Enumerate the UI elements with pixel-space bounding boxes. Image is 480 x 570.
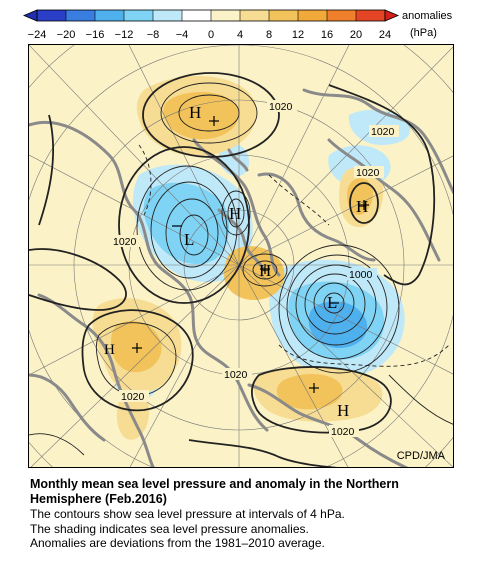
colorbar-tick-label: −12 [115, 29, 134, 41]
caption-title-line2: Hemisphere (Feb.2016) [30, 492, 167, 506]
colorbar-ticks: −24 −20 −16 −12 −8 −4 0 4 8 12 16 20 24 [28, 10, 391, 41]
colorbar-cell [182, 10, 211, 21]
contour-label: 1020 [113, 236, 137, 248]
colorbar-tick-label: 4 [237, 29, 243, 41]
colorbar-tick-label: −16 [86, 29, 105, 41]
caption-title-line1: Monthly mean sea level pressure and anom… [30, 477, 399, 491]
colorbar-tick-label: 24 [379, 29, 391, 41]
high-center-label: H [104, 342, 115, 358]
map-canvas: H H H H H L L H 1020 1020 1020 [29, 45, 453, 467]
colorbar-tick-label: −4 [176, 29, 189, 41]
contour-label: 1020 [224, 369, 248, 381]
colorbar-left-arrow [22, 9, 38, 22]
colorbar-cell [211, 10, 240, 21]
colorbar-tick-label: −24 [28, 29, 47, 41]
caption-line: The contours show sea level pressure at … [30, 507, 345, 521]
colorbar-cell [153, 10, 182, 21]
high-center-label: H [229, 204, 241, 223]
pressure-contours [29, 72, 453, 467]
contour-label: 1020 [356, 167, 380, 179]
sea-level-pressure-map: H H H H H L L H 1020 1020 1020 [28, 44, 454, 468]
colorbar-tick-label: 8 [266, 29, 272, 41]
low-center-label: L [184, 230, 194, 249]
colorbar-cell [37, 10, 66, 21]
caption-line: Anomalies are deviations from the 1981–2… [30, 536, 325, 550]
positive-anomaly-areas [92, 76, 384, 440]
colorbar-tick-label: −8 [147, 29, 160, 41]
coastlines [29, 88, 453, 467]
colorbar-cells [37, 10, 385, 21]
credit-label: CPD/JMA [396, 450, 445, 462]
legend-unit: (hPa) [410, 27, 437, 39]
contour-value-labels: 1020 1020 1020 1020 1020 1020 1020 1000 [111, 100, 399, 438]
contour-label: 1020 [331, 426, 355, 438]
legend-title: anomalies [402, 10, 453, 22]
colorbar-cell [356, 10, 385, 21]
colorbar-cell [66, 10, 95, 21]
colorbar-cell [124, 10, 153, 21]
anomaly-colorbar: −24 −20 −16 −12 −8 −4 0 4 8 12 16 20 24 anomalies (h… [22, 9, 453, 41]
contour-label: 1000 [349, 269, 373, 281]
colorbar-cell [298, 10, 327, 21]
colorbar-tick-label: 12 [292, 29, 304, 41]
contour-label: 1020 [371, 126, 395, 138]
colorbar-cell [240, 10, 269, 21]
colorbar-tick-label: 20 [350, 29, 362, 41]
high-center-label: H [337, 401, 349, 420]
figure-caption: Monthly mean sea level pressure and anom… [30, 477, 470, 551]
colorbar-cell [327, 10, 356, 21]
high-center-label: H [356, 197, 368, 216]
high-center-label: H [189, 103, 201, 122]
colorbar-right-arrow [384, 9, 400, 22]
colorbar-tick-label: 16 [321, 29, 333, 41]
colorbar-tick-label: −20 [57, 29, 76, 41]
caption-line: The shading indicates sea level pressure… [30, 521, 309, 536]
colorbar-cell [95, 10, 124, 21]
contour-label: 1020 [269, 101, 293, 113]
colorbar-cell [269, 10, 298, 21]
colorbar-tick-label: 0 [208, 29, 214, 41]
contour-label: 1020 [121, 391, 145, 403]
anomaly-markers [132, 116, 369, 393]
